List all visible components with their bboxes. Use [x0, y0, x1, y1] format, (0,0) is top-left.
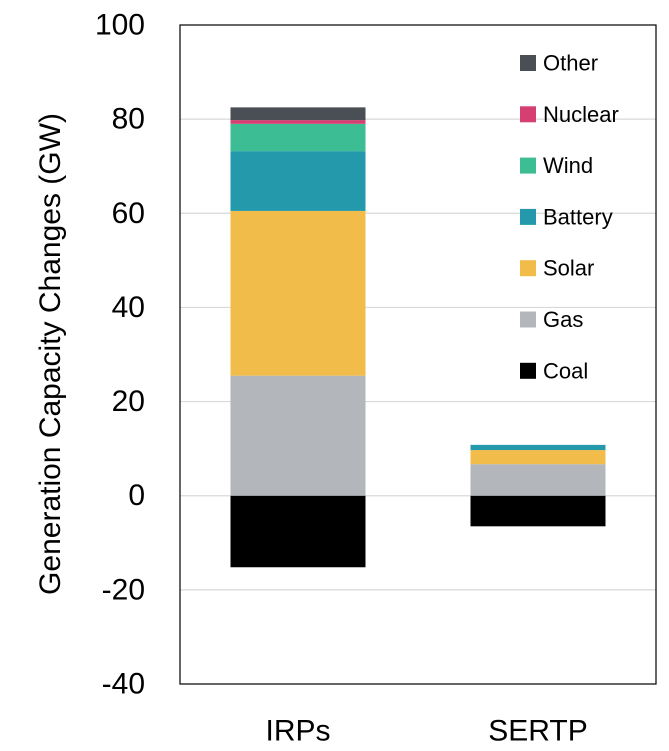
- bar-segment-gas-irps: [230, 375, 366, 496]
- category-label: IRPs: [265, 715, 330, 748]
- legend-label-gas: Gas: [543, 307, 583, 332]
- bar-segment-nuclear-irps: [230, 120, 366, 124]
- legend-swatch-wind: [520, 157, 536, 174]
- y-tick-label: 40: [112, 291, 145, 324]
- legend-swatch-solar: [520, 260, 536, 277]
- bar-segment-other-irps: [230, 107, 366, 121]
- y-tick-label: -20: [102, 573, 145, 606]
- legend-label-wind: Wind: [543, 153, 593, 178]
- bar-segment-gas-sertp: [470, 464, 606, 496]
- legend-swatch-battery: [520, 208, 536, 225]
- y-tick-labels: -40 -20 0 20 40 60 80 100: [95, 9, 145, 701]
- legend-swatch-gas: [520, 311, 536, 328]
- bar-segment-battery-sertp: [470, 444, 606, 451]
- legend-swatch-coal: [520, 362, 536, 379]
- plot-area-border: [179, 24, 657, 685]
- y-tick-label: 100: [95, 9, 145, 42]
- bar-segment-solar-sertp: [470, 450, 606, 465]
- y-axis-title: Generation Capacity Changes (GW): [34, 113, 67, 595]
- bar-segment-coal-irps: [230, 495, 366, 568]
- bar-segment-solar-irps: [230, 210, 366, 376]
- legend-label-battery: Battery: [543, 204, 613, 229]
- legend-label-other: Other: [543, 51, 598, 76]
- y-tick-label: 0: [128, 479, 145, 512]
- y-tick-label: 20: [112, 385, 145, 418]
- y-tick-label: 80: [112, 103, 145, 136]
- bar-segment-wind-irps: [230, 123, 366, 152]
- y-tick-label: -40: [102, 668, 145, 701]
- legend-label-coal: Coal: [543, 358, 588, 383]
- bar-stacks: [230, 107, 606, 568]
- category-labels: IRPs SERTP: [265, 715, 587, 748]
- legend-label-nuclear: Nuclear: [543, 102, 619, 127]
- legend: Other Nuclear Wind Battery Solar Gas Coal: [520, 51, 619, 383]
- bar-segment-coal-sertp: [470, 495, 606, 527]
- y-tick-label: 60: [112, 197, 145, 230]
- legend-swatch-other: [520, 55, 536, 71]
- legend-swatch-nuclear: [520, 106, 536, 123]
- legend-label-solar: Solar: [543, 256, 594, 281]
- category-label: SERTP: [488, 715, 587, 748]
- bar-segment-battery-irps: [230, 151, 366, 211]
